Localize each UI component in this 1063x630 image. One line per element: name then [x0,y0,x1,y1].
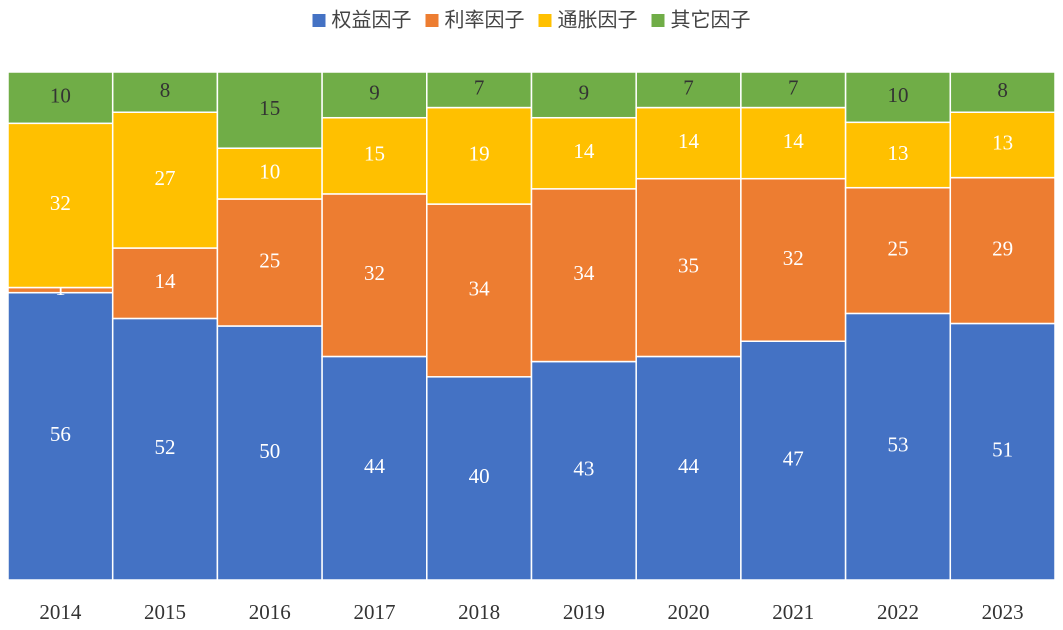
legend-marker [651,14,665,27]
x-tick-label: 2023 [982,600,1024,624]
data-label: 25 [887,236,908,260]
data-label: 35 [678,253,699,277]
data-label: 10 [259,159,280,183]
bar-segment [844,71,952,124]
bar-segment [111,71,219,113]
x-tick-label: 2019 [563,600,605,624]
bar-segment [111,317,219,581]
data-label: 15 [259,96,280,120]
data-label: 13 [887,141,908,165]
x-tick-label: 2020 [668,600,710,624]
x-tick-label: 2016 [249,600,291,624]
bar-segment [949,71,1056,113]
bar-segment [635,106,742,180]
data-label: 7 [474,76,485,100]
data-label: 14 [783,129,805,153]
data-label: 56 [50,422,71,446]
x-tick-label: 2021 [772,600,814,624]
x-tick-label: 2022 [877,600,919,624]
bar-segment [426,376,533,581]
data-label: 25 [259,248,280,272]
bar-segment [321,116,428,195]
data-label: 13 [992,131,1013,155]
bar-segment [740,340,847,581]
data-label: 44 [364,454,386,478]
bar-segment [7,291,114,581]
bar-segment [635,355,742,581]
bar-segment [216,325,323,581]
bar-segment [635,71,742,109]
data-label: 19 [469,142,490,166]
data-label: 34 [469,276,491,300]
data-label: 9 [369,81,380,105]
data-label: 7 [683,76,694,100]
bar-segment [530,360,637,581]
bar-segment [7,71,114,125]
data-label: 15 [364,142,385,166]
legend-marker [538,14,552,27]
data-label: 43 [573,457,594,481]
data-label: 44 [678,454,700,478]
data-label: 47 [783,446,804,470]
legend-marker [312,14,326,27]
data-label: 32 [364,261,385,285]
bar-segment [740,71,847,109]
data-label: 27 [155,166,176,190]
bar-segment [949,176,1056,325]
x-tick-label: 2014 [39,600,82,624]
data-label: 14 [155,269,177,293]
bar-segment [844,186,952,315]
x-tick-label: 2017 [353,600,395,624]
bar-segment [111,111,219,249]
data-label: 52 [155,435,176,459]
bar-segment [949,111,1056,179]
legend-label: 利率因子 [445,8,525,32]
x-tick-label: 2015 [144,600,186,624]
bar-segment [530,188,637,363]
bar-segment [530,116,637,190]
legend-label: 权益因子 [332,8,412,32]
data-label: 50 [259,439,280,463]
x-tick-label: 2018 [458,600,500,624]
bar-segment [530,71,637,119]
data-label: 53 [887,433,908,457]
bar-segment [321,193,428,358]
bar-segment [216,71,323,149]
data-label: 7 [788,76,799,100]
data-label: 10 [50,83,71,107]
data-label: 40 [469,464,490,488]
data-label: 29 [992,236,1013,260]
data-label: 8 [997,78,1008,102]
data-label: 14 [573,139,595,163]
data-label: 8 [160,78,171,102]
legend-label: 通胀因子 [558,8,638,32]
data-label: 51 [992,438,1013,462]
bar-segment [426,106,533,205]
data-label: 34 [573,261,595,285]
bar-segment [426,203,533,378]
data-label: 14 [678,129,700,153]
bar-segment [216,198,323,327]
data-label: 9 [579,81,590,105]
bar-segment [321,71,428,119]
bar-segment [321,355,428,581]
data-label: 10 [887,83,908,107]
data-label: 32 [50,191,71,215]
data-label: 32 [783,246,804,270]
bar-segment [949,322,1056,581]
legend-marker [425,14,439,27]
bar-segment [844,312,952,581]
legend-label: 其它因子 [671,8,751,32]
